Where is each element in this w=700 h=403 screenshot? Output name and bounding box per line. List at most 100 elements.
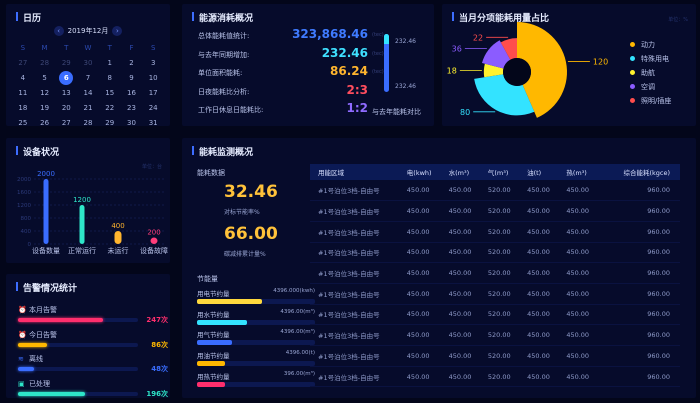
calendar-day[interactable]: 29 — [105, 118, 115, 127]
table-row[interactable]: #1号泊位3档-自由号 450.00 450.00 520.00 450.00 450.0… — [310, 304, 680, 326]
calendar-day[interactable]: 31 — [148, 118, 158, 127]
saving-label: 用热节约量 — [197, 372, 230, 381]
calendar-day[interactable]: 3 — [150, 58, 156, 67]
table-row[interactable]: #1号泊位3档-自由号 450.00 450.00 520.00 450.00 450.0… — [310, 324, 680, 346]
alarm-progress-track — [18, 367, 138, 371]
alarm-count: 86次 — [151, 340, 168, 349]
calendar-day[interactable]: 29 — [61, 58, 71, 67]
calendar-day[interactable]: 24 — [148, 103, 158, 112]
overview-row: 与去年同期增加: 232.46 (tec) — [198, 46, 384, 62]
device-bar-chart: 0 400 800 1200 1600 2000 2000 设备数量 1200 正常运行 400 未运… — [17, 170, 168, 255]
table-row[interactable]: #1号泊位3档-自由号 450.00 450.00 520.00 450.00 450.0… — [310, 242, 680, 264]
calendar-day-selected[interactable]: 6 — [55, 70, 77, 85]
calendar-header: ‹ 2019年12月 › — [6, 26, 170, 36]
calendar-day[interactable]: 22 — [105, 103, 115, 112]
prev-month-button[interactable]: ‹ — [53, 26, 64, 36]
weekday-label: S — [150, 43, 156, 52]
table-cell: 450.00 — [440, 221, 480, 243]
calendar-day[interactable]: 30 — [126, 118, 136, 127]
table-cell: 450.00 — [558, 324, 598, 346]
table-row[interactable]: #1号泊位3档-自由号 450.00 450.00 520.00 450.00 450.0… — [310, 221, 680, 243]
legend-dot-icon — [630, 42, 635, 47]
calendar-day[interactable]: 10 — [148, 73, 158, 82]
table-cell: 450.00 — [440, 283, 480, 305]
calendar-day[interactable]: 21 — [83, 103, 93, 112]
bar-value-label: 200 — [147, 229, 160, 237]
table-row[interactable]: #1号泊位3档-自由号 450.00 450.00 520.00 450.00 450.0… — [310, 180, 680, 202]
calendar-day[interactable]: 19 — [40, 103, 50, 112]
alarm-progress-fill — [18, 391, 86, 396]
legend-item[interactable]: 空调 — [630, 82, 655, 92]
table-cell: 520.00 — [479, 345, 520, 367]
calendar-day[interactable]: 23 — [126, 103, 136, 112]
table-cell: 450.00 — [440, 180, 480, 202]
table-row[interactable]: #1号泊位3档-自由号 450.00 450.00 520.00 450.00 450.0… — [310, 366, 680, 388]
calendar-day[interactable]: 11 — [18, 88, 28, 97]
alarm-label: 本月告警 — [29, 306, 57, 314]
bar[interactable] — [114, 231, 122, 244]
table-row[interactable]: #1号泊位3档-自由号 450.00 450.00 520.00 450.00 450.0… — [310, 200, 680, 222]
calendar-day[interactable]: 20 — [61, 103, 71, 112]
bar[interactable] — [79, 205, 85, 244]
saving-item: 用电节约量 4396.000(kwh) — [197, 288, 315, 304]
bar[interactable] — [43, 179, 49, 244]
rose-hole — [503, 58, 531, 86]
table-row[interactable]: #1号泊位3档-自由号 450.00 450.00 520.00 450.00 450.0… — [310, 262, 680, 284]
calendar-day[interactable]: 1 — [107, 58, 112, 67]
overview-value: 2:3 — [346, 82, 369, 97]
next-month-button[interactable]: › — [112, 26, 123, 36]
legend-item[interactable]: 特殊用电 — [630, 54, 669, 64]
rose-slice[interactable] — [474, 74, 535, 116]
table-row[interactable]: #1号泊位3档-自由号 450.00 450.00 520.00 450.00 450.0… — [310, 345, 680, 367]
table-cell: #1号泊位3档-自由号 — [310, 345, 399, 367]
calendar-day[interactable]: 17 — [148, 88, 158, 97]
calendar-day[interactable]: 15 — [105, 88, 115, 97]
rose-slice[interactable] — [481, 40, 511, 69]
legend-item[interactable]: 助航 — [630, 68, 655, 78]
device-title: 设备状况 — [16, 145, 59, 158]
alarm-item: ▣ 已处理 196次 — [18, 379, 168, 398]
table-cell: 450.00 — [440, 242, 480, 264]
bar[interactable] — [150, 237, 158, 245]
table-cell: 450.00 — [558, 200, 598, 222]
calendar-day[interactable]: 25 — [18, 118, 28, 127]
calendar-day[interactable]: 16 — [126, 88, 136, 97]
rose-slice[interactable] — [500, 38, 517, 60]
calendar-day[interactable]: 7 — [85, 73, 91, 82]
saving-progress-fill — [197, 299, 262, 304]
table-cell: 450.00 — [440, 304, 480, 326]
legend-item[interactable]: 照明/插座 — [630, 96, 671, 106]
calendar-day[interactable]: 5 — [42, 73, 47, 82]
calendar-day[interactable]: 13 — [61, 88, 71, 97]
calendar-day[interactable]: 4 — [20, 73, 26, 82]
calendar-day[interactable]: 28 — [83, 118, 93, 127]
calendar-day[interactable]: 27 — [18, 58, 28, 67]
calendar-day[interactable]: 12 — [40, 88, 50, 97]
table-cell: 960.00 — [597, 262, 680, 284]
table-cell: 450.00 — [398, 304, 441, 326]
calendar-day[interactable]: 28 — [40, 58, 50, 67]
saving-value: 4396.00(m³) — [280, 308, 315, 315]
energy-data-title: 能耗数据 — [197, 169, 225, 177]
week-row: 4 5 6 7 8 9 10 — [12, 70, 164, 85]
weekday-label: M — [41, 43, 48, 52]
calendar-day[interactable]: 27 — [61, 118, 71, 127]
calendar-day[interactable]: 8 — [107, 73, 112, 82]
calendar-day[interactable]: 2 — [129, 58, 134, 67]
calendar-day[interactable]: 14 — [83, 88, 93, 97]
calendar-day[interactable]: 26 — [40, 118, 50, 127]
table-cell: #1号泊位3档-自由号 — [310, 304, 399, 326]
table-cell: 450.00 — [440, 324, 480, 346]
legend-label: 特殊用电 — [641, 55, 669, 63]
bar-value-label: 1200 — [73, 196, 91, 204]
rose-slice[interactable] — [483, 63, 504, 78]
overview-row: 总体能耗值统计: 323,868.46 (tec) — [198, 27, 384, 43]
calendar-day[interactable]: 9 — [129, 73, 134, 82]
calendar-day[interactable]: 30 — [83, 58, 93, 67]
overview-title: 能源消耗概况 — [192, 11, 253, 24]
table-row[interactable]: #1号泊位3档-自由号 450.00 450.00 520.00 450.00 450.0… — [310, 283, 680, 305]
legend-item[interactable]: 动力 — [630, 40, 655, 50]
calendar-day[interactable]: 18 — [18, 103, 28, 112]
rose-slice[interactable] — [517, 22, 567, 118]
pie-unit: 单位：% — [668, 17, 688, 23]
